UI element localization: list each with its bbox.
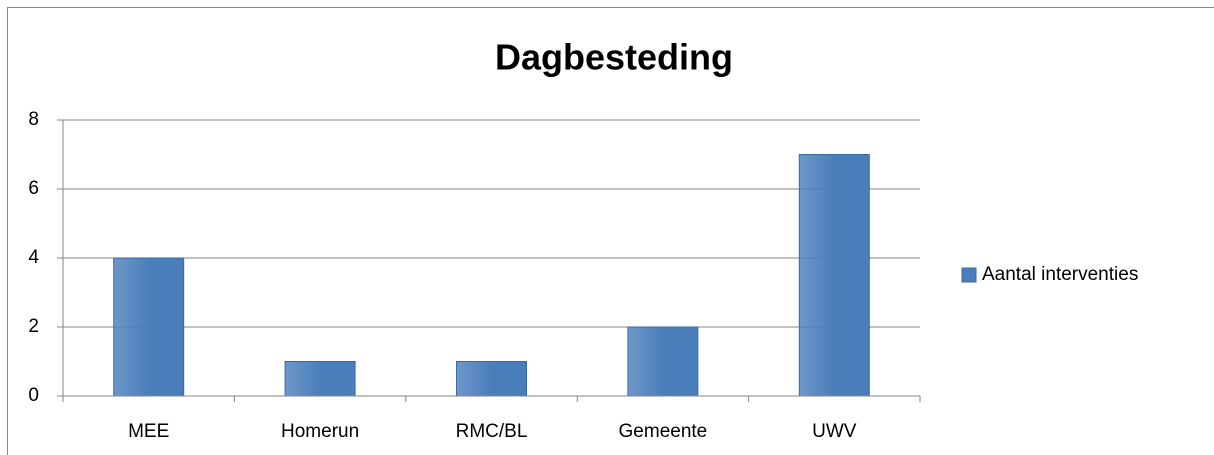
y-tick-label: 0 — [28, 385, 39, 406]
bar — [113, 257, 185, 397]
legend-label: Aantal interventies — [982, 264, 1138, 285]
x-tick-label: Gemeente — [619, 421, 708, 442]
x-tick-label: Homerun — [281, 421, 359, 442]
x-tick-label: RMC/BL — [456, 421, 528, 442]
bar — [456, 361, 527, 397]
x-tick-label: MEE — [128, 421, 169, 442]
chart-frame — [7, 7, 1214, 455]
bar — [284, 361, 356, 397]
chart-title: Dagbesteding — [495, 37, 733, 78]
y-tick-label: 4 — [28, 247, 39, 268]
y-tick-label: 2 — [28, 316, 39, 337]
y-tick-label: 6 — [28, 178, 39, 199]
y-tick-label: 8 — [28, 109, 39, 130]
x-tick-label: UWV — [812, 421, 857, 442]
bar — [798, 154, 870, 397]
legend-swatch — [961, 267, 977, 283]
bar — [627, 326, 699, 397]
